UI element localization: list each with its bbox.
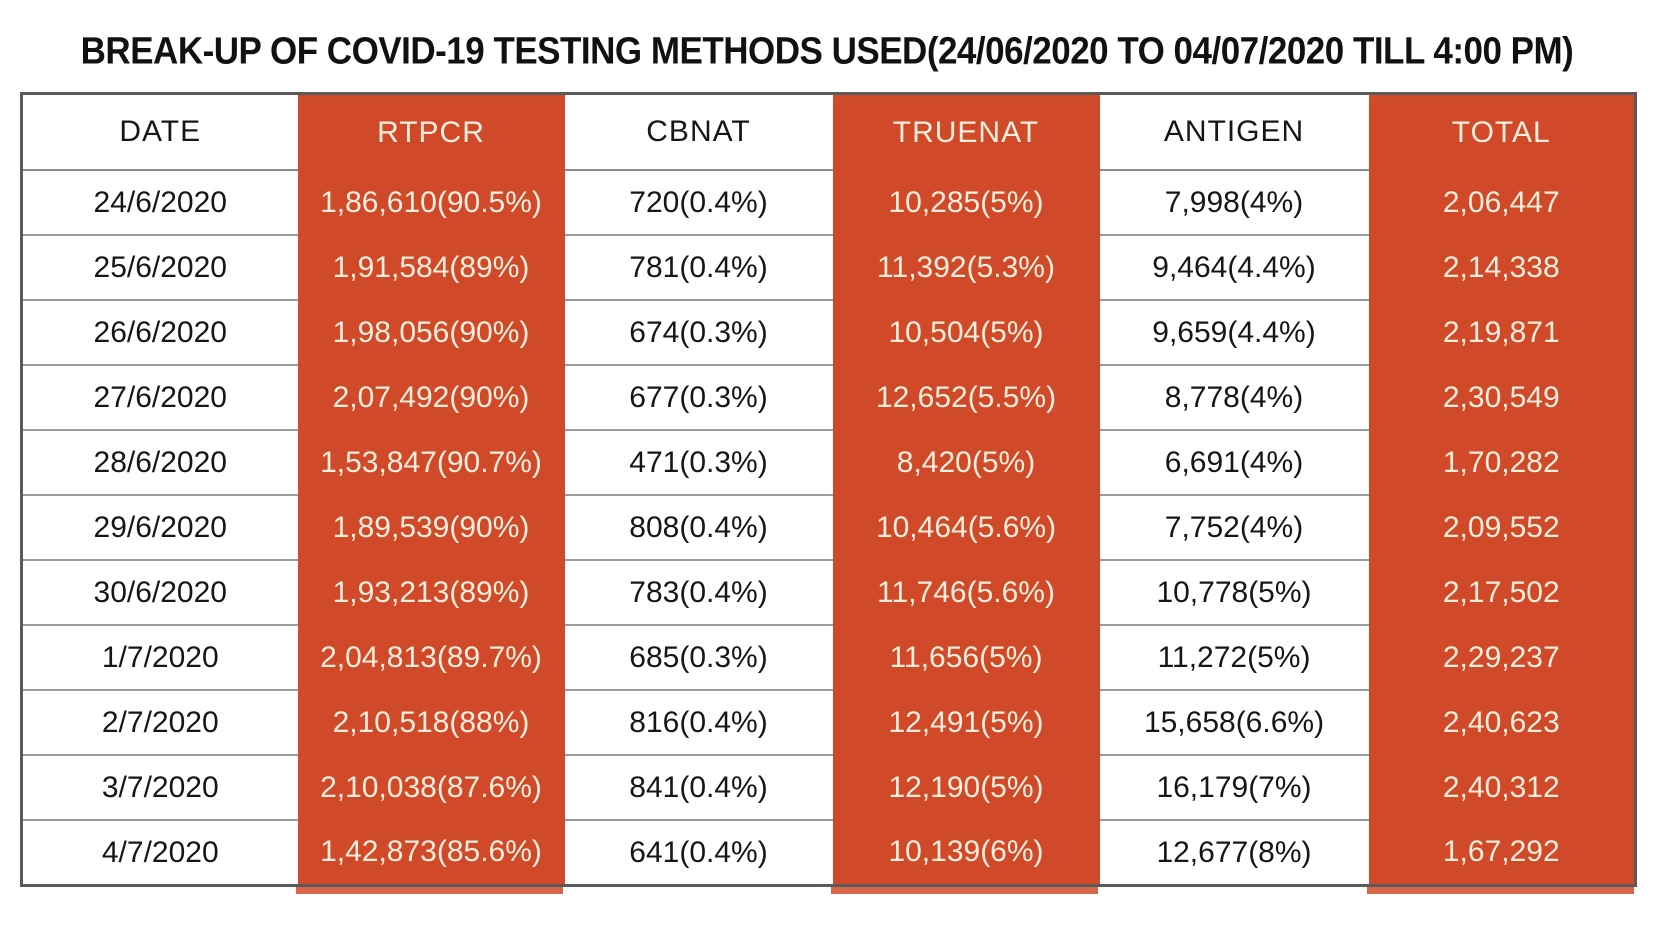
table-row: 3/7/2020 2,10,038(87.6%) 841(0.4%) 12,190(5… xyxy=(21,755,1636,821)
cbnat-cell: 677(0.3%) xyxy=(564,365,833,431)
table-row: 2/7/2020 2,10,518(88%) 816(0.4%) 12,491(5%)… xyxy=(21,690,1636,756)
rtpcr-cell: 1,53,847(90.7%) xyxy=(297,430,565,495)
truenat-cell: 11,746(5.6%) xyxy=(832,560,1100,625)
total-cell: 2,14,338 xyxy=(1368,235,1636,300)
total-cell: 2,40,623 xyxy=(1368,690,1636,755)
date-cell: 30/6/2020 xyxy=(21,560,298,626)
date-cell: 4/7/2020 xyxy=(21,820,298,887)
antigen-cell: 9,464(4.4%) xyxy=(1099,235,1369,301)
rtpcr-cell: 2,07,492(90%) xyxy=(297,365,565,430)
rtpcr-cell: 1,86,610(90.5%) xyxy=(297,170,565,235)
antigen-cell: 9,659(4.4%) xyxy=(1099,300,1369,366)
total-cell: 1,70,282 xyxy=(1368,430,1636,495)
table-row: 1/7/2020 2,04,813(89.7%) 685(0.3%) 11,656(5… xyxy=(21,625,1636,691)
truenat-cell: 8,420(5%) xyxy=(832,430,1100,495)
cbnat-cell: 808(0.4%) xyxy=(564,495,833,561)
total-cell: 2,40,312 xyxy=(1368,755,1636,820)
rtpcr-cell: 1,89,539(90%) xyxy=(297,495,565,560)
orange-bleed-segment xyxy=(831,887,1098,894)
truenat-cell: 11,656(5%) xyxy=(832,625,1100,690)
date-cell: 24/6/2020 xyxy=(21,170,298,236)
date-cell: 26/6/2020 xyxy=(21,300,298,366)
total-cell: 2,19,871 xyxy=(1368,300,1636,365)
date-cell: 25/6/2020 xyxy=(21,235,298,301)
antigen-cell: 8,778(4%) xyxy=(1099,365,1369,431)
rtpcr-cell: 1,42,873(85.6%) xyxy=(297,820,565,886)
truenat-cell: 10,285(5%) xyxy=(832,170,1100,235)
cbnat-cell: 783(0.4%) xyxy=(564,560,833,626)
date-cell: 29/6/2020 xyxy=(21,495,298,561)
table-row: 27/6/2020 2,07,492(90%) 677(0.3%) 12,652(5.… xyxy=(21,365,1636,431)
total-cell: 1,67,292 xyxy=(1368,820,1636,886)
truenat-cell: 12,652(5.5%) xyxy=(832,365,1100,430)
antigen-cell: 7,998(4%) xyxy=(1099,170,1369,236)
table-row: 24/6/2020 1,86,610(90.5%) 720(0.4%) 10,285(… xyxy=(21,170,1636,236)
table-body: 24/6/2020 1,86,610(90.5%) 720(0.4%) 10,285(… xyxy=(21,170,1636,887)
date-cell: 28/6/2020 xyxy=(21,430,298,496)
white-bleed-segment xyxy=(20,887,296,894)
total-cell: 2,06,447 xyxy=(1368,170,1636,235)
total-cell: 2,30,549 xyxy=(1368,365,1636,430)
rtpcr-cell: 1,91,584(89%) xyxy=(297,235,565,300)
rtpcr-cell: 1,93,213(89%) xyxy=(297,560,565,625)
antigen-cell: 6,691(4%) xyxy=(1099,430,1369,496)
truenat-cell: 12,491(5%) xyxy=(832,690,1100,755)
column-header-cbnat: CBNAT xyxy=(564,93,833,171)
date-cell: 27/6/2020 xyxy=(21,365,298,431)
column-header-antigen: ANTIGEN xyxy=(1099,93,1369,171)
rtpcr-cell: 2,04,813(89.7%) xyxy=(297,625,565,690)
cbnat-cell: 674(0.3%) xyxy=(564,300,833,366)
rtpcr-cell: 1,98,056(90%) xyxy=(297,300,565,365)
date-cell: 3/7/2020 xyxy=(21,755,298,821)
table-header: DATE RTPCR CBNAT TRUENAT ANTIGEN TOTAL xyxy=(21,93,1636,171)
antigen-cell: 7,752(4%) xyxy=(1099,495,1369,561)
cbnat-cell: 471(0.3%) xyxy=(564,430,833,496)
date-cell: 2/7/2020 xyxy=(21,690,298,756)
antigen-cell: 11,272(5%) xyxy=(1099,625,1369,691)
orange-column-bleed xyxy=(20,887,1634,894)
antigen-cell: 10,778(5%) xyxy=(1099,560,1369,626)
total-cell: 2,17,502 xyxy=(1368,560,1636,625)
truenat-cell: 10,504(5%) xyxy=(832,300,1100,365)
cbnat-cell: 781(0.4%) xyxy=(564,235,833,301)
date-cell: 1/7/2020 xyxy=(21,625,298,691)
column-header-total: TOTAL xyxy=(1368,93,1636,170)
cbnat-cell: 720(0.4%) xyxy=(564,170,833,236)
table-row: 28/6/2020 1,53,847(90.7%) 471(0.3%) 8,420(5… xyxy=(21,430,1636,496)
orange-bleed-segment xyxy=(296,887,563,894)
rtpcr-cell: 2,10,518(88%) xyxy=(297,690,565,755)
testing-methods-table-wrap: DATE RTPCR CBNAT TRUENAT ANTIGEN TOTAL 24/6/2… xyxy=(20,92,1637,894)
cbnat-cell: 685(0.3%) xyxy=(564,625,833,691)
column-header-truenat: TRUENAT xyxy=(832,93,1100,170)
white-bleed-segment xyxy=(1098,887,1367,894)
truenat-cell: 11,392(5.3%) xyxy=(832,235,1100,300)
cbnat-cell: 816(0.4%) xyxy=(564,690,833,756)
table-row: 29/6/2020 1,89,539(90%) 808(0.4%) 10,464(5.… xyxy=(21,495,1636,561)
white-bleed-segment xyxy=(563,887,831,894)
table-row: 4/7/2020 1,42,873(85.6%) 641(0.4%) 10,139(6… xyxy=(21,820,1636,887)
testing-methods-table: DATE RTPCR CBNAT TRUENAT ANTIGEN TOTAL 24/6/2… xyxy=(20,92,1637,887)
table-row: 25/6/2020 1,91,584(89%) 781(0.4%) 11,392(5.… xyxy=(21,235,1636,301)
antigen-cell: 12,677(8%) xyxy=(1099,820,1369,887)
page-title: BREAK-UP OF COVID-19 TESTING METHODS USE… xyxy=(80,30,1574,73)
column-header-rtpcr: RTPCR xyxy=(297,93,565,170)
truenat-cell: 10,464(5.6%) xyxy=(832,495,1100,560)
cbnat-cell: 841(0.4%) xyxy=(564,755,833,821)
antigen-cell: 16,179(7%) xyxy=(1099,755,1369,821)
table-row: 30/6/2020 1,93,213(89%) 783(0.4%) 11,746(5.… xyxy=(21,560,1636,626)
truenat-cell: 10,139(6%) xyxy=(832,820,1100,886)
cbnat-cell: 641(0.4%) xyxy=(564,820,833,887)
header-row: DATE RTPCR CBNAT TRUENAT ANTIGEN TOTAL xyxy=(21,93,1636,171)
orange-bleed-segment xyxy=(1367,887,1634,894)
total-cell: 2,29,237 xyxy=(1368,625,1636,690)
truenat-cell: 12,190(5%) xyxy=(832,755,1100,820)
table-row: 26/6/2020 1,98,056(90%) 674(0.3%) 10,504(5%… xyxy=(21,300,1636,366)
antigen-cell: 15,658(6.6%) xyxy=(1099,690,1369,756)
rtpcr-cell: 2,10,038(87.6%) xyxy=(297,755,565,820)
column-header-date: DATE xyxy=(21,93,298,171)
total-cell: 2,09,552 xyxy=(1368,495,1636,560)
